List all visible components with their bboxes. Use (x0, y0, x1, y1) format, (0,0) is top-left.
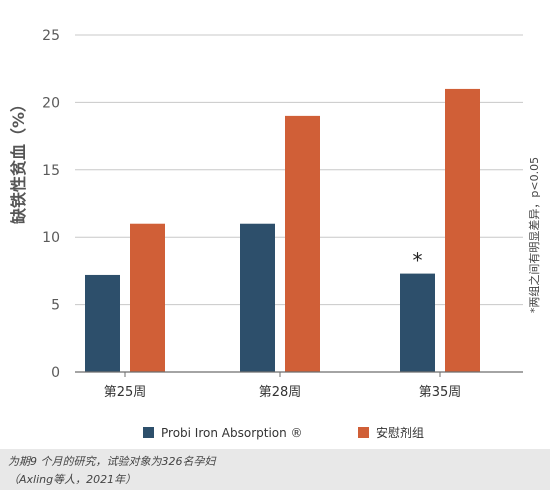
y-tick-label: 20 (42, 95, 60, 111)
y-tick-label: 25 (42, 28, 60, 44)
x-tick-label: 第28周 (259, 385, 302, 400)
axes (75, 371, 523, 377)
bar (130, 223, 165, 372)
x-tick-label: 第35周 (419, 385, 462, 400)
bar (240, 223, 275, 372)
legend-label: Probi Iron Absorption ® (161, 426, 303, 440)
legend-swatch (143, 427, 154, 438)
footnote-citation: （Axling等人，2021年） (8, 473, 137, 486)
chart-labels: 0 5 10 15 20 25 第25周 第28周 第35周 * 缺铁性贫血（%） *两组之间有明显差… (9, 28, 541, 400)
x-tick-label: 第25周 (104, 385, 147, 400)
footnote-study: 为期9 个月的研究，试验对象为326名孕妇 (8, 455, 216, 468)
bar (285, 115, 320, 372)
significance-marker: * (413, 249, 423, 273)
bar (85, 274, 120, 372)
legend-swatch (358, 427, 369, 438)
legend-label: 安慰剂组 (376, 425, 424, 440)
y-tick-label: 5 (51, 298, 60, 314)
significance-note: *两组之间有明显差异，p<0.05 (527, 157, 541, 313)
bar (445, 88, 480, 373)
legend: Probi Iron Absorption ® 安慰剂组 (143, 425, 424, 440)
y-tick-label: 15 (42, 163, 60, 179)
y-axis-title: 缺铁性贫血（%） (9, 96, 28, 224)
bar (400, 273, 435, 372)
footnote: 为期9 个月的研究，试验对象为326名孕妇 （Axling等人，2021年） (0, 449, 550, 490)
bars (85, 88, 480, 373)
y-tick-label: 0 (51, 365, 60, 381)
y-tick-label: 10 (42, 230, 60, 246)
